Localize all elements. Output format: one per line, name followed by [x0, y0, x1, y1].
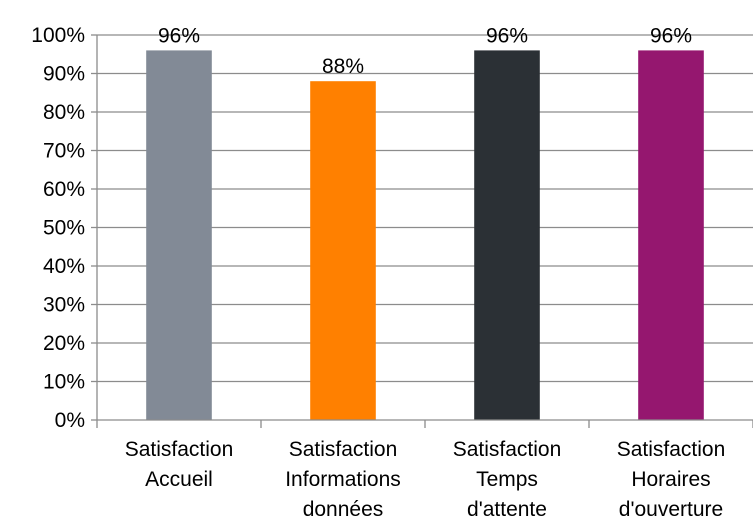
bar [146, 50, 212, 421]
data-label: 88% [322, 55, 364, 78]
y-tick-label: 50% [43, 217, 85, 240]
category-label: Satisfaction Temps d'attente [453, 438, 562, 521]
y-axis: 0% 10% 20% 30% 40% 50% 60% 70% 80% 90% 100% [31, 24, 98, 432]
y-tick-label: 0% [55, 409, 85, 432]
y-tick-label: 70% [43, 140, 85, 163]
bar [310, 81, 376, 420]
data-label: 96% [158, 24, 200, 47]
y-tick-label: 40% [43, 255, 85, 278]
y-tick-label: 100% [31, 24, 85, 47]
bar [474, 50, 540, 421]
category-label: Satisfaction Informations données [285, 438, 401, 521]
y-tick-label: 10% [43, 371, 85, 394]
data-label: 96% [486, 24, 528, 47]
category-label: Satisfaction Accueil [125, 438, 234, 491]
data-label: 96% [650, 24, 692, 47]
y-tick-label: 20% [43, 332, 85, 355]
y-tick-label: 80% [43, 101, 85, 124]
y-tick-label: 90% [43, 63, 85, 86]
bars [146, 50, 704, 421]
bar [638, 50, 704, 421]
category-label: Satisfaction Horaires d'ouverture [617, 438, 726, 521]
y-tick-label: 30% [43, 294, 85, 317]
y-tick-label: 60% [43, 178, 85, 201]
data-labels: 96% 88% 96% 96% [158, 24, 692, 78]
x-axis: Satisfaction Accueil Satisfaction Informati… [96, 419, 753, 521]
